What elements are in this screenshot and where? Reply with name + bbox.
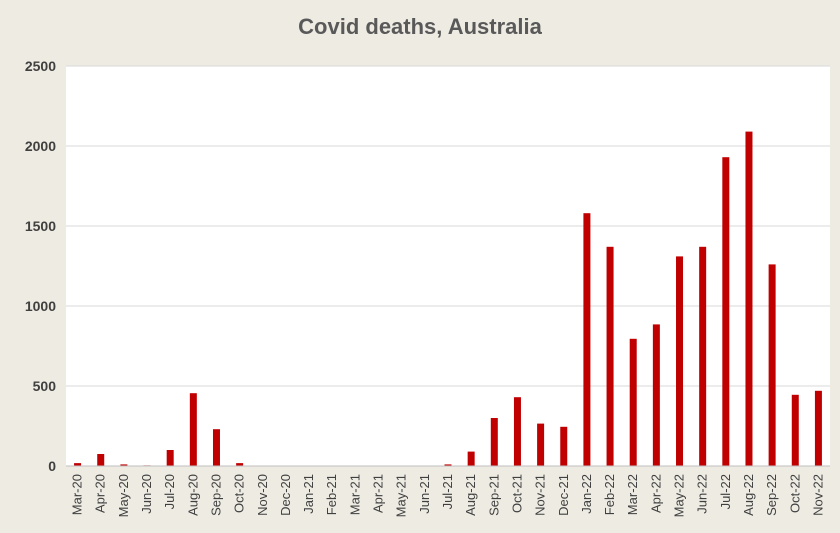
bar [676, 256, 684, 466]
x-tick-label: Apr-20 [93, 474, 108, 513]
x-tick-label: Oct-22 [787, 474, 802, 513]
x-axis-ticks: Mar-20 Apr-20 May-20 Jun-20 Jul-20 Aug-20 Sep-… [70, 474, 826, 517]
x-tick-label: Feb-21 [324, 474, 339, 515]
x-tick-label: Mar-20 [70, 474, 85, 515]
x-tick-label: Jun-22 [695, 474, 710, 514]
bar [97, 454, 105, 466]
y-tick-label: 1000 [25, 298, 56, 314]
bar [629, 338, 637, 466]
x-tick-label: Jan-22 [579, 474, 594, 514]
bar [513, 397, 521, 466]
bar [606, 246, 614, 466]
x-tick-label: Jul-22 [718, 474, 733, 509]
plot-area [66, 66, 830, 466]
bar [583, 213, 591, 466]
y-tick-label: 1500 [25, 218, 56, 234]
bar [74, 463, 82, 466]
bar [490, 418, 498, 466]
x-tick-label: Oct-20 [232, 474, 247, 513]
bar [166, 450, 174, 466]
x-tick-label: Nov-21 [533, 474, 548, 516]
chart-title: Covid deaths, Australia [298, 14, 542, 39]
x-tick-label: Jun-20 [139, 474, 154, 514]
bar [745, 131, 753, 466]
x-tick-label: Dec-20 [278, 474, 293, 516]
x-tick-label: Mar-22 [625, 474, 640, 515]
x-tick-label: Aug-22 [741, 474, 756, 516]
x-tick-label: Feb-22 [602, 474, 617, 515]
bar [722, 157, 730, 466]
y-tick-label: 0 [48, 458, 56, 474]
x-tick-label: Jan-21 [301, 474, 316, 514]
x-tick-label: Dec-21 [556, 474, 571, 516]
x-tick-label: Aug-21 [463, 474, 478, 516]
bar [768, 264, 776, 466]
x-tick-label: Apr-21 [371, 474, 386, 513]
bar [814, 390, 822, 466]
y-axis-ticks: 0 500 1000 1500 2000 2500 [25, 58, 56, 474]
x-tick-label: Aug-20 [185, 474, 200, 516]
bar [537, 423, 545, 466]
x-tick-label: Apr-22 [648, 474, 663, 513]
x-tick-label: Nov-22 [810, 474, 825, 516]
bar [120, 464, 128, 466]
bar [236, 463, 244, 466]
bar [189, 393, 197, 466]
y-tick-label: 2000 [25, 138, 56, 154]
x-tick-label: Nov-20 [255, 474, 270, 516]
bar [699, 246, 707, 466]
bars [74, 131, 822, 466]
x-tick-label: Oct-21 [509, 474, 524, 513]
x-tick-label: May-20 [116, 474, 131, 517]
x-tick-label: Jul-21 [440, 474, 455, 509]
x-tick-label: Sep-20 [208, 474, 223, 516]
x-tick-label: Jul-20 [162, 474, 177, 509]
bar [444, 464, 452, 466]
x-tick-label: Sep-22 [764, 474, 779, 516]
x-tick-label: Sep-21 [486, 474, 501, 516]
y-tick-label: 2500 [25, 58, 56, 74]
bar [791, 394, 799, 466]
x-tick-label: Jun-21 [417, 474, 432, 514]
bar [652, 324, 660, 466]
bar [560, 426, 568, 466]
bar [467, 451, 475, 466]
x-tick-label: May-22 [672, 474, 687, 517]
y-tick-label: 500 [33, 378, 57, 394]
x-tick-label: Mar-21 [347, 474, 362, 515]
x-tick-label: May-21 [394, 474, 409, 517]
bar [212, 429, 220, 466]
